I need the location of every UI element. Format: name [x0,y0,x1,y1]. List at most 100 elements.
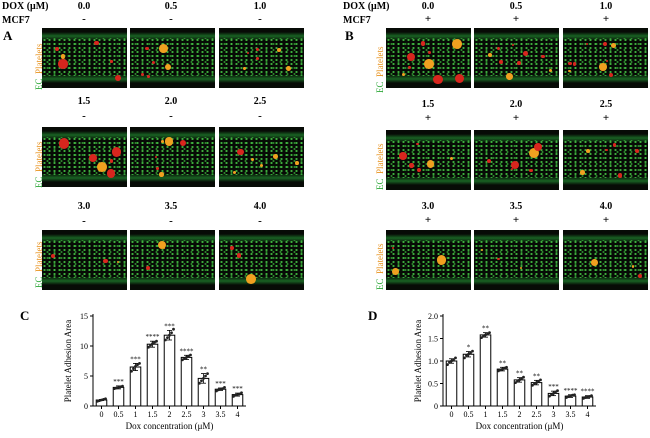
x-tick-label: 3.5 [566,410,576,419]
bar-chart-c: 0 5 10 15 0 *** 0.5 *** 1 **** 1.5 *** 2 **** 2.5 ** 3 **… [63,312,246,431]
data-point [204,374,207,378]
data-point [465,354,468,357]
concentration-label: 4.0 [599,201,613,212]
x-tick-label: 1 [484,410,488,419]
micrograph-image [42,28,127,88]
bar-chart-d: 0 0.5 1.0 1.5 2.0 0 * 0.5 ** 1 ** 1.5 ** 2 ** 2.5 *** 3 **… [413,312,596,431]
significance-label: ** [533,372,541,380]
x-axis-label: Dox concentration (μM) [126,421,214,431]
data-point [535,381,538,384]
concentration-label: 2.5 [599,99,613,110]
micrograph-image [386,230,471,290]
concentration-label: 0.5 [509,1,523,12]
concentration-label: 1.5 [421,99,435,110]
significance-label: **** [581,388,596,396]
mcf7-sign: + [512,13,520,25]
x-tick-label: 1 [134,410,138,419]
x-tick-label: 3 [202,410,206,419]
mcf7-sign: + [424,112,432,124]
x-tick-label: 0 [450,410,454,419]
micrograph-image [130,28,215,88]
data-point [198,381,201,385]
data-point [134,365,137,368]
mcf7-sign: - [258,13,262,25]
significance-label: **** [180,347,195,355]
data-point [170,331,173,335]
data-point [531,383,534,387]
panel-letter-a: A [3,28,13,43]
x-tick-label: 3 [552,410,556,419]
x-tick-label: 4 [586,410,590,419]
data-point [155,339,158,343]
bar [462,353,475,407]
concentration-label: 3.5 [509,201,523,212]
data-point [516,379,519,383]
data-point [482,334,485,338]
data-point [552,392,555,395]
concentration-label: 1.0 [253,1,267,12]
ec-label: EC [375,278,385,290]
y-tick-label: 2.0 [428,312,438,321]
bar [163,334,176,407]
bar [146,343,159,407]
y-tick-label: 0 [84,402,88,411]
micrograph-image [474,28,559,88]
micrograph-label: EC Platelets [375,143,385,190]
mcf7-sign: + [424,214,432,226]
x-tick-label: 2 [518,410,522,419]
data-point [514,381,517,384]
x-tick-label: 3.5 [216,410,226,419]
data-point [573,393,576,397]
y-axis-label: Platelet Adhesion Area [413,320,423,402]
concentration-label: 1.0 [599,1,613,12]
platelets-label: Platelets [375,46,385,77]
mcf7-sign: + [424,13,432,25]
data-point [539,378,542,382]
micrograph-label: EC Platelets [375,243,385,290]
micrograph-image [474,230,559,290]
bar [496,368,509,407]
x-tick-label: 0.5 [114,410,124,419]
concentration-label: 0.0 [77,1,91,12]
micrograph-image [130,230,215,290]
data-point [448,360,451,364]
mcf7-sign: - [82,13,86,25]
data-point [471,349,474,353]
data-point [467,352,470,356]
micrograph-image [42,230,127,290]
bar [180,356,193,407]
significance-label: ** [200,366,208,374]
data-point [166,336,169,339]
y-tick-label: 1.0 [428,357,438,366]
micrograph-image [219,127,304,187]
panel-letter-b: B [345,28,354,43]
x-tick-label: 1.5 [498,410,508,419]
panel-letter-c: C [20,308,30,323]
data-point [480,336,483,339]
data-point [548,394,551,398]
data-point [168,333,171,337]
bar [112,386,125,407]
data-point [130,369,133,373]
mcf7-sign: - [169,215,173,227]
concentration-label: 2.0 [164,96,178,107]
mcf7-sign: - [82,110,86,122]
micrograph-image [386,130,471,190]
x-axis-label: Dox concentration (μM) [476,421,564,431]
concentration-label: 0.0 [421,1,435,12]
data-point [454,356,457,360]
significance-label: * [467,344,471,352]
micrograph-image [42,127,127,187]
x-tick-label: 4 [236,410,240,419]
ec-label: EC [375,81,385,93]
x-tick-label: 2 [168,410,172,419]
bar [129,366,142,407]
data-point [463,356,466,360]
mcf7-sign: - [169,13,173,25]
mcf7-header-label-right: MCF7 [343,15,371,26]
data-point [518,378,521,382]
micrograph-image [386,28,471,88]
ec-label: EC [375,178,385,190]
data-point [132,367,135,371]
